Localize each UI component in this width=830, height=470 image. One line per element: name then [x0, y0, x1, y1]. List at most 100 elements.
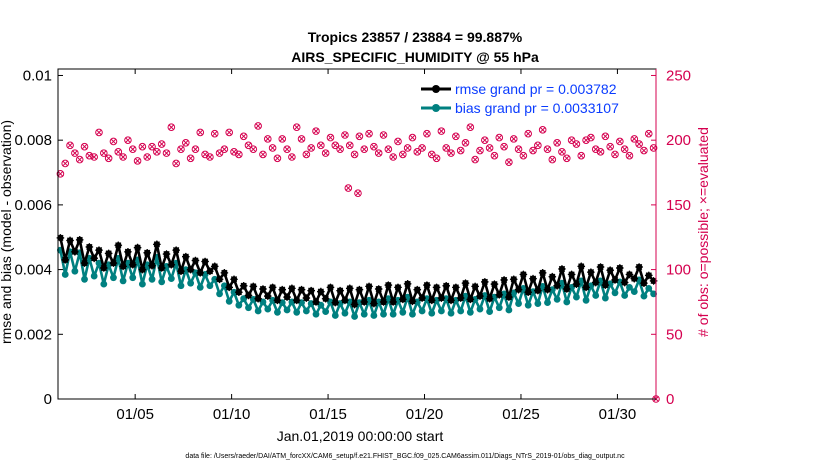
- bias-marker: [110, 274, 117, 282]
- obs-evaluated-point: [399, 151, 406, 158]
- obs-evaluated-point: [308, 144, 315, 151]
- bias-marker: [138, 280, 146, 288]
- rmse-series: [56, 234, 658, 309]
- obs-evaluated-point: [626, 152, 633, 159]
- obs-possible-point: [616, 137, 624, 146]
- obs-evaluated-point: [327, 134, 334, 141]
- obs-possible-point: [225, 128, 234, 137]
- obs-evaluated-point: [317, 142, 324, 149]
- bias-marker: [573, 293, 580, 301]
- obs-evaluated-point: [559, 148, 565, 155]
- obs-possible-point: [572, 140, 581, 148]
- bias-marker: [129, 274, 137, 282]
- bias-marker: [312, 310, 320, 318]
- y-tick-label-right: 200: [666, 132, 691, 149]
- obs-possible-point: [601, 132, 610, 141]
- bias-marker: [167, 275, 175, 283]
- obs-evaluated-point: [650, 144, 657, 151]
- obs-possible-point: [181, 138, 190, 147]
- obs-evaluated-point: [496, 134, 503, 141]
- obs-possible-point: [206, 153, 214, 161]
- obs-evaluated-point: [409, 134, 416, 141]
- rmse-line: [59, 237, 655, 306]
- rmse-marker-star: [263, 292, 272, 300]
- obs-possible-point: [186, 154, 195, 163]
- obs-possible-point: [307, 144, 315, 152]
- rmse-marker-star: [331, 298, 340, 307]
- rmse-marker-star: [562, 285, 571, 293]
- rmse-marker-star: [148, 261, 156, 270]
- obs-evaluated-point: [587, 134, 594, 141]
- obs-possible-point: [263, 135, 272, 143]
- legend: rmse grand pr = 0.003782 bias grand pr =…: [421, 81, 619, 116]
- obs-possible-point: [437, 127, 446, 135]
- rmse-marker-star: [225, 283, 234, 292]
- rmse-marker-star: [640, 279, 648, 287]
- obs-possible-point: [379, 131, 388, 139]
- obs-possible-point: [100, 149, 108, 157]
- rmse-marker-star: [427, 296, 436, 305]
- x-tick-label: 01/10: [213, 406, 251, 423]
- obs-possible-point: [119, 153, 127, 161]
- obs-possible-point: [543, 145, 552, 154]
- obs-evaluated-point: [472, 156, 479, 163]
- obs-evaluated-point: [178, 146, 184, 153]
- obs-possible-point: [344, 184, 353, 192]
- obs-possible-point: [562, 154, 571, 163]
- bias-marker: [100, 280, 108, 288]
- rmse-marker-star: [466, 295, 475, 304]
- rmse-marker-star: [480, 278, 489, 286]
- y-tick-label-right: 50: [666, 326, 683, 343]
- rmse-marker-star: [350, 300, 359, 309]
- obs-possible-point: [490, 151, 499, 160]
- rmse-marker-star: [553, 281, 561, 290]
- rmse-marker-star: [283, 293, 291, 301]
- obs-count-series: [56, 122, 660, 403]
- x-axis-label: Jan.01,2019 00:00:00 start: [277, 428, 444, 444]
- bias-marker: [245, 304, 252, 312]
- obs-evaluated-point: [578, 152, 585, 159]
- rmse-marker-star: [201, 257, 209, 266]
- obs-possible-point: [292, 123, 301, 132]
- rmse-marker-star: [596, 263, 605, 271]
- bias-marker: [327, 298, 334, 306]
- obs-evaluated-point: [621, 146, 628, 153]
- obs-evaluated-point: [288, 154, 295, 160]
- obs-evaluated-point: [153, 148, 160, 155]
- rmse-marker-star: [321, 294, 330, 303]
- obs-evaluated-point: [423, 130, 430, 137]
- rmse-marker-star: [403, 280, 412, 288]
- obs-possible-point: [66, 141, 74, 150]
- obs-possible-point: [90, 153, 98, 161]
- rmse-marker-star: [461, 279, 470, 287]
- obs-possible-point: [625, 151, 634, 160]
- obs-possible-point: [177, 145, 185, 154]
- rmse-marker-star: [620, 278, 629, 287]
- obs-possible-point: [403, 144, 412, 152]
- obs-possible-point: [143, 153, 152, 161]
- bias-marker: [544, 299, 551, 306]
- obs-evaluated-point: [105, 155, 112, 162]
- chart-title-line2: AIRS_SPECIFIC_HUMIDITY @ 55 hPa: [291, 49, 539, 65]
- rmse-marker-star: [268, 283, 277, 292]
- obs-evaluated-point: [76, 156, 83, 163]
- bias-marker: [640, 292, 648, 300]
- rmse-marker-star: [399, 295, 407, 304]
- rmse-marker-star: [529, 274, 537, 283]
- rmse-marker-star: [186, 265, 195, 274]
- y-tick-label-right: 250: [666, 67, 691, 84]
- obs-evaluated-point: [433, 155, 440, 162]
- rmse-marker-star: [505, 293, 513, 301]
- rmse-marker-star: [374, 285, 383, 293]
- obs-possible-point: [302, 150, 311, 159]
- obs-evaluated-point: [361, 146, 368, 153]
- rmse-marker-star: [514, 285, 523, 294]
- rmse-marker-star: [389, 298, 397, 306]
- obs-evaluated-point: [510, 135, 517, 142]
- bias-marker: [384, 295, 392, 303]
- bias-marker: [380, 310, 387, 318]
- obs-possible-point: [114, 148, 123, 156]
- obs-evaluated-point: [631, 135, 638, 142]
- obs-evaluated-point: [419, 144, 426, 151]
- obs-evaluated-point: [452, 133, 459, 140]
